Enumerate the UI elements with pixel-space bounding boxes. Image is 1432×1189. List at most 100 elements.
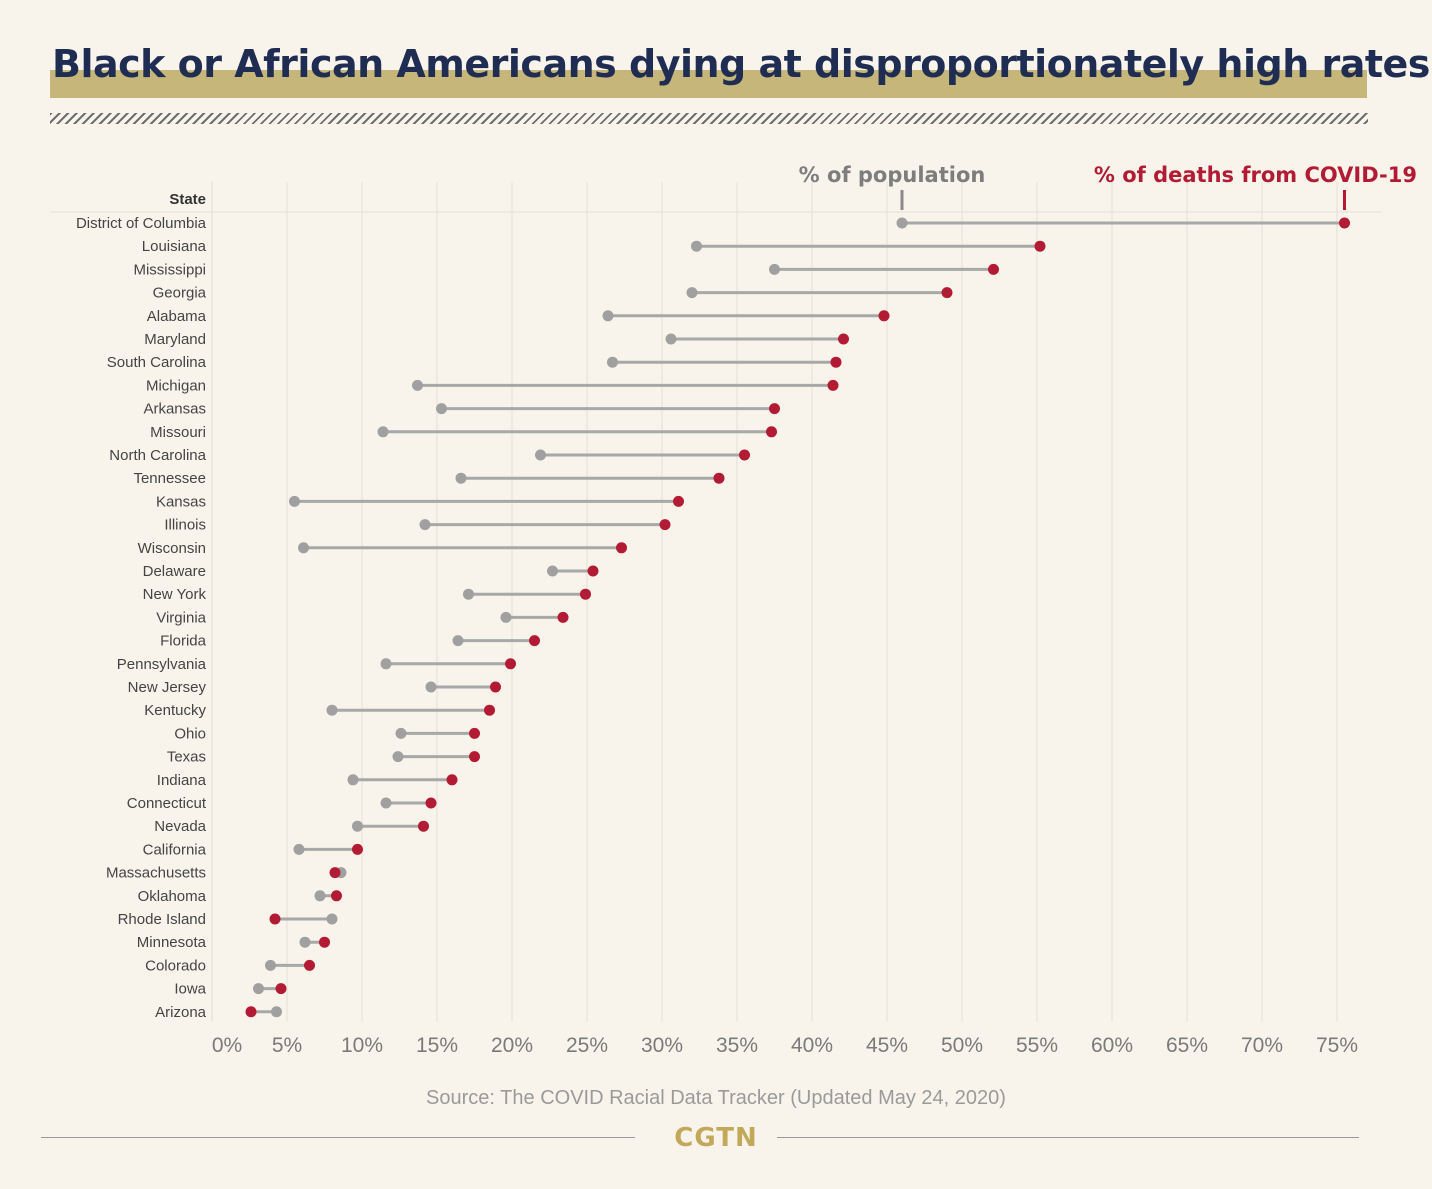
population-dot (289, 495, 300, 507)
x-tick-label: 70% (1241, 1034, 1283, 1057)
x-tick-label: 5% (272, 1034, 302, 1057)
population-dot (452, 635, 464, 647)
deaths-dot (659, 519, 671, 531)
population-dot (665, 333, 677, 345)
population-dot (896, 217, 908, 229)
population-dot (500, 611, 512, 623)
population-dot (395, 727, 407, 739)
state-label: Michigan (146, 377, 206, 394)
x-tick-label: 15% (416, 1034, 458, 1057)
footer-line-right (777, 1137, 1359, 1138)
state-label: Massachusetts (106, 865, 206, 882)
deaths-dot (830, 356, 842, 368)
state-label: Delaware (143, 563, 206, 580)
deaths-dot (941, 287, 953, 299)
x-tick-label: 50% (941, 1034, 983, 1057)
state-label: Nevada (154, 818, 206, 835)
x-tick-label: 25% (566, 1034, 608, 1057)
state-label: Mississippi (133, 261, 206, 278)
population-dot (299, 936, 311, 948)
state-label: Connecticut (127, 795, 207, 812)
state-label: Virginia (156, 609, 206, 626)
deaths-dot (838, 333, 849, 345)
deaths-dot (425, 797, 437, 809)
population-dot (380, 658, 392, 670)
deaths-dot (446, 774, 458, 786)
state-label: Texas (167, 749, 206, 766)
population-dot (425, 681, 437, 693)
x-tick-label: 75% (1316, 1034, 1358, 1057)
x-tick-label: 60% (1091, 1034, 1133, 1057)
x-tick-label: 30% (641, 1034, 683, 1057)
population-dot (686, 287, 698, 299)
x-tick-label: 10% (341, 1034, 383, 1057)
population-dot (436, 403, 447, 415)
state-label: Tennessee (133, 470, 206, 487)
deaths-dot (269, 913, 281, 925)
state-label: Louisiana (142, 238, 207, 255)
x-tick-label: 20% (491, 1034, 533, 1057)
state-label: Illinois (164, 517, 206, 534)
deaths-dot (713, 472, 725, 484)
state-label: Maryland (144, 331, 206, 348)
population-dot (455, 472, 467, 484)
deaths-dot (769, 403, 780, 415)
cgtn-logo: CGTN (674, 1123, 758, 1153)
deaths-dot (505, 658, 516, 670)
deaths-dot (529, 635, 540, 647)
population-dot (769, 263, 780, 275)
population-dot (691, 240, 702, 252)
deaths-dot (331, 890, 342, 902)
population-dot (298, 542, 309, 554)
deaths-dot (1034, 240, 1046, 252)
deaths-dot (484, 704, 495, 716)
deaths-dot (766, 426, 777, 438)
legend-deaths-label: % of deaths from COVID-19 (1094, 163, 1417, 187)
state-label: Ohio (174, 725, 206, 742)
deaths-dot (673, 495, 684, 507)
state-label: Rhode Island (118, 911, 206, 928)
deaths-dot (352, 843, 363, 855)
state-label: Oklahoma (138, 888, 207, 905)
state-label: North Carolina (109, 447, 206, 464)
population-dot (326, 704, 338, 716)
state-label: Kansas (156, 493, 206, 510)
source-note: Source: The COVID Racial Data Tracker (U… (426, 1087, 1006, 1109)
deaths-dot (878, 310, 890, 322)
footer-line-left (41, 1137, 635, 1138)
deaths-dot (988, 263, 999, 275)
deaths-dot (469, 727, 480, 739)
chart-title: Black or African Americans dying at disp… (52, 42, 1430, 86)
dumbbell-chart: State 0% 5% 10% 15% 20% 25% 30% 35% 40% 45% 50% 55% 6… (50, 163, 1417, 1057)
population-dot (377, 426, 389, 438)
x-tick-label: 40% (791, 1034, 833, 1057)
population-dot (347, 774, 359, 786)
state-label: South Carolina (107, 354, 207, 371)
hatch-divider (50, 113, 1368, 124)
state-label: Minnesota (137, 934, 207, 951)
population-dot (293, 843, 305, 855)
x-tick-label: 0% (212, 1034, 242, 1057)
deaths-dot (739, 449, 750, 461)
state-label: Kentucky (144, 702, 206, 719)
population-dot (265, 959, 276, 971)
deaths-dot (1339, 217, 1350, 229)
state-label: New Jersey (128, 679, 207, 696)
population-dot (253, 983, 264, 995)
population-dot (463, 588, 474, 600)
state-label: Georgia (153, 285, 207, 302)
state-label: Arizona (155, 1004, 207, 1021)
deaths-dot (469, 751, 480, 763)
deaths-dot (827, 379, 839, 391)
x-tick-label: 45% (866, 1034, 908, 1057)
state-label: New York (143, 586, 207, 603)
deaths-dot (275, 983, 287, 995)
deaths-dot (557, 611, 569, 623)
deaths-dot (304, 959, 315, 971)
population-dot (326, 913, 338, 925)
state-label: Alabama (147, 308, 207, 325)
population-dot (419, 519, 431, 531)
deaths-dot (245, 1006, 257, 1018)
x-tick-label: 65% (1166, 1034, 1208, 1057)
population-dot (535, 449, 546, 461)
